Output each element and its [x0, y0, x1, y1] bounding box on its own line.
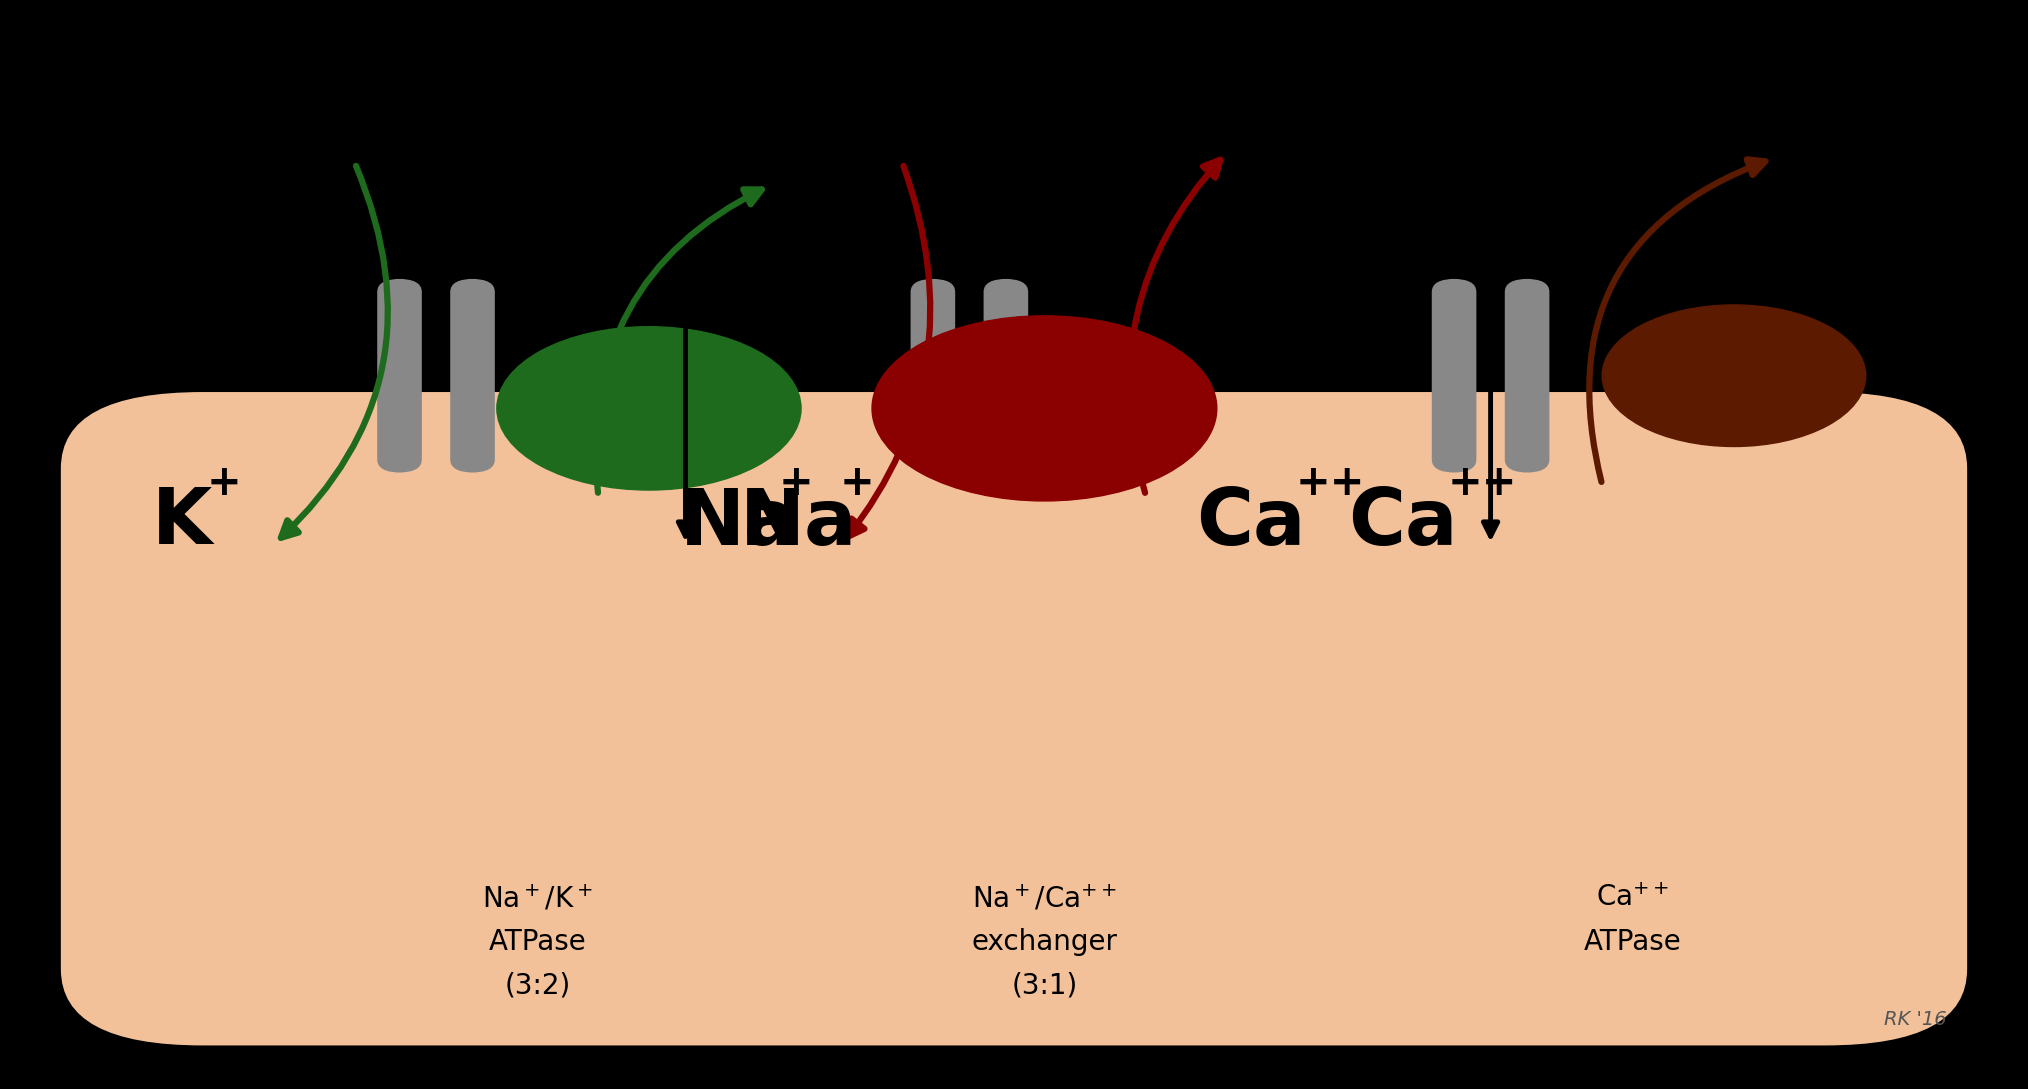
Text: Na$^+$/K$^+$: Na$^+$/K$^+$: [483, 883, 592, 914]
Text: ATPase: ATPase: [489, 928, 586, 956]
FancyBboxPatch shape: [1505, 279, 1549, 473]
Text: Ca: Ca: [1349, 485, 1458, 561]
FancyBboxPatch shape: [61, 392, 1967, 1045]
Text: +: +: [779, 463, 813, 504]
Ellipse shape: [872, 316, 1217, 501]
Text: Na$^+$/Ca$^{++}$: Na$^+$/Ca$^{++}$: [971, 883, 1117, 914]
FancyBboxPatch shape: [984, 279, 1028, 473]
Text: (3:2): (3:2): [505, 971, 570, 1000]
Text: RK '16: RK '16: [1884, 1011, 1947, 1029]
FancyBboxPatch shape: [911, 279, 955, 473]
Text: (3:1): (3:1): [1012, 971, 1077, 1000]
FancyBboxPatch shape: [377, 279, 422, 473]
Ellipse shape: [497, 327, 801, 490]
Text: +: +: [207, 463, 241, 504]
Text: ++: ++: [1296, 463, 1365, 504]
Text: Na: Na: [740, 485, 858, 561]
Text: Na: Na: [679, 485, 797, 561]
FancyBboxPatch shape: [450, 279, 495, 473]
Text: +: +: [840, 463, 874, 504]
Text: ATPase: ATPase: [1584, 928, 1681, 956]
Text: K: K: [152, 485, 213, 561]
Text: ++: ++: [1448, 463, 1517, 504]
Text: Ca$^{++}$: Ca$^{++}$: [1596, 884, 1669, 913]
FancyBboxPatch shape: [1432, 279, 1476, 473]
Ellipse shape: [1602, 305, 1866, 446]
Text: Ca: Ca: [1197, 485, 1306, 561]
Text: exchanger: exchanger: [971, 928, 1117, 956]
